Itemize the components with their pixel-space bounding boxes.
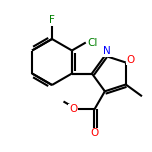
Text: O: O (90, 128, 98, 138)
Text: O: O (127, 55, 135, 64)
Text: Cl: Cl (88, 38, 98, 47)
Text: N: N (103, 46, 111, 56)
Text: F: F (49, 15, 55, 25)
Text: O: O (69, 104, 78, 114)
